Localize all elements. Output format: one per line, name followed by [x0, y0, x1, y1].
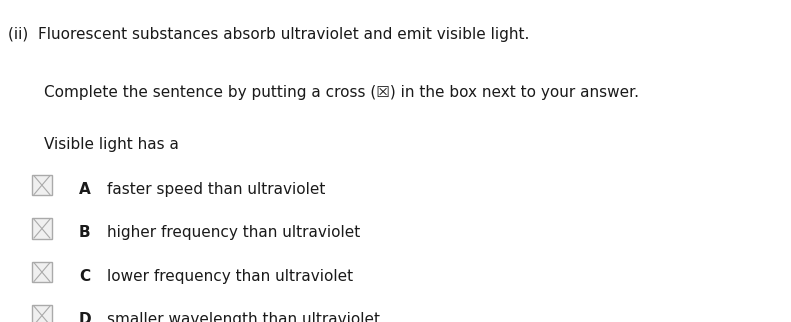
Text: lower frequency than ultraviolet: lower frequency than ultraviolet — [107, 269, 353, 284]
Bar — [32, 262, 52, 282]
Text: C: C — [79, 269, 90, 284]
Text: higher frequency than ultraviolet: higher frequency than ultraviolet — [107, 225, 360, 241]
Text: faster speed than ultraviolet: faster speed than ultraviolet — [107, 182, 325, 197]
Text: B: B — [79, 225, 91, 241]
Text: Visible light has a: Visible light has a — [44, 137, 179, 152]
Bar — [32, 175, 52, 195]
Text: smaller wavelength than ultraviolet: smaller wavelength than ultraviolet — [107, 312, 380, 322]
Bar — [32, 218, 52, 239]
Text: Complete the sentence by putting a cross (☒) in the box next to your answer.: Complete the sentence by putting a cross… — [44, 85, 638, 100]
Text: A: A — [79, 182, 91, 197]
Text: (ii)  Fluorescent substances absorb ultraviolet and emit visible light.: (ii) Fluorescent substances absorb ultra… — [8, 27, 529, 43]
Text: D: D — [79, 312, 92, 322]
Bar — [32, 305, 52, 322]
